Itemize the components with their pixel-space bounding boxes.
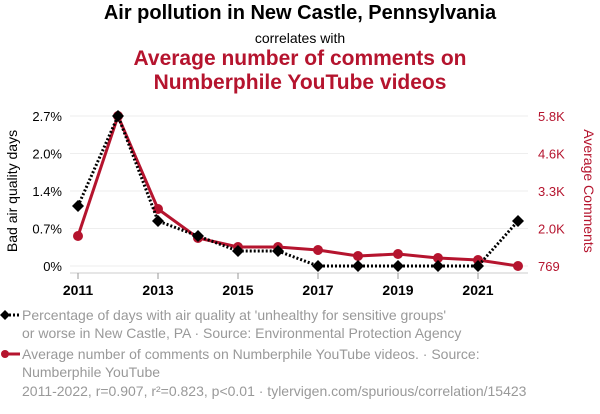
legend-text-air-quality-1: Percentage of days with air quality at '… <box>22 307 447 323</box>
data-point-comments <box>73 231 83 242</box>
y-axis-label-right: Average Comments <box>581 129 597 252</box>
data-point-air-quality <box>192 230 204 242</box>
data-point-air-quality <box>512 215 524 227</box>
y-left-tick-label: 0% <box>43 259 62 274</box>
x-tick-label: 2015 <box>222 282 253 298</box>
gridlines <box>70 115 528 267</box>
series-air-quality-line <box>76 112 520 268</box>
x-tick-label: 2019 <box>382 282 413 298</box>
data-point-air-quality <box>72 200 84 212</box>
y-right-tick-label: 3.3K <box>538 184 565 199</box>
data-point-air-quality <box>312 260 324 272</box>
x-tick-label: 2011 <box>63 282 94 298</box>
legend-item-air-quality: Percentage of days with air quality at '… <box>0 306 462 342</box>
y-left-tick-label: 1.4% <box>32 184 62 199</box>
data-point-air-quality <box>232 245 244 257</box>
y-right-ticks: 769 2.0K 3.3K 4.6K 5.8K <box>538 109 565 274</box>
x-tick-label: 2021 <box>462 282 493 298</box>
title-secondary-line2: Numberphile YouTube videos <box>153 71 447 94</box>
data-point-air-quality <box>272 245 284 257</box>
data-point-air-quality <box>432 260 444 272</box>
legend-marker-comments <box>1 350 20 358</box>
footer-stats: 2011-2022, r=0.907, r²=0.823, p<0.01 · t… <box>22 383 527 399</box>
series-comments-line <box>76 111 519 268</box>
y-axis-label-left: Bad air quality days <box>4 130 20 252</box>
legend-text-comments-2: Numberphile YouTube <box>22 364 161 380</box>
y-right-tick-label: 4.6K <box>538 147 565 162</box>
data-point-comments <box>433 253 443 264</box>
y-left-tick-label: 0.7% <box>32 222 62 237</box>
chart-plot: 0% 0.7% 1.4% 2.0% 2.7% 769 2.0K 3.3K 4.6K 5.8K 2… <box>4 109 597 298</box>
data-point-comments <box>313 244 323 255</box>
x-tick-label: 2017 <box>302 282 333 298</box>
y-left-ticks: 0% 0.7% 1.4% 2.0% 2.7% <box>32 109 62 274</box>
y-left-tick-label: 2.0% <box>32 147 62 162</box>
x-ticks: 2011 2013 2015 2017 2019 2021 <box>63 272 528 298</box>
legend-marker-air-quality <box>0 310 20 320</box>
data-point-air-quality <box>152 215 164 227</box>
data-point-air-quality <box>472 260 484 272</box>
legend-text-comments-1: Average number of comments on Numberphil… <box>22 346 480 362</box>
data-point-air-quality <box>352 260 364 272</box>
y-right-tick-label: 2.0K <box>538 222 565 237</box>
data-point-comments <box>353 251 363 262</box>
chart-title-secondary: Average number of comments on Numberphil… <box>0 47 600 95</box>
data-point-comments <box>393 249 403 260</box>
data-point-air-quality <box>392 260 404 272</box>
y-left-tick-label: 2.7% <box>32 109 62 124</box>
title-secondary-line1: Average number of comments on <box>133 47 467 70</box>
legend-text-air-quality-2: or worse in New Castle, PA · Source: Env… <box>22 325 462 341</box>
chart-subtitle: correlates with <box>254 30 346 46</box>
x-tick-label: 2013 <box>142 282 173 298</box>
data-point-air-quality <box>112 110 124 122</box>
chart-title: Air pollution in New Castle, Pennsylvani… <box>103 2 497 24</box>
data-point-comments <box>513 261 523 271</box>
legend-item-comments: Average number of comments on Numberphil… <box>1 345 480 381</box>
y-right-tick-label: 5.8K <box>538 109 565 124</box>
y-right-tick-label: 769 <box>538 259 560 274</box>
series-air-quality <box>72 110 524 272</box>
